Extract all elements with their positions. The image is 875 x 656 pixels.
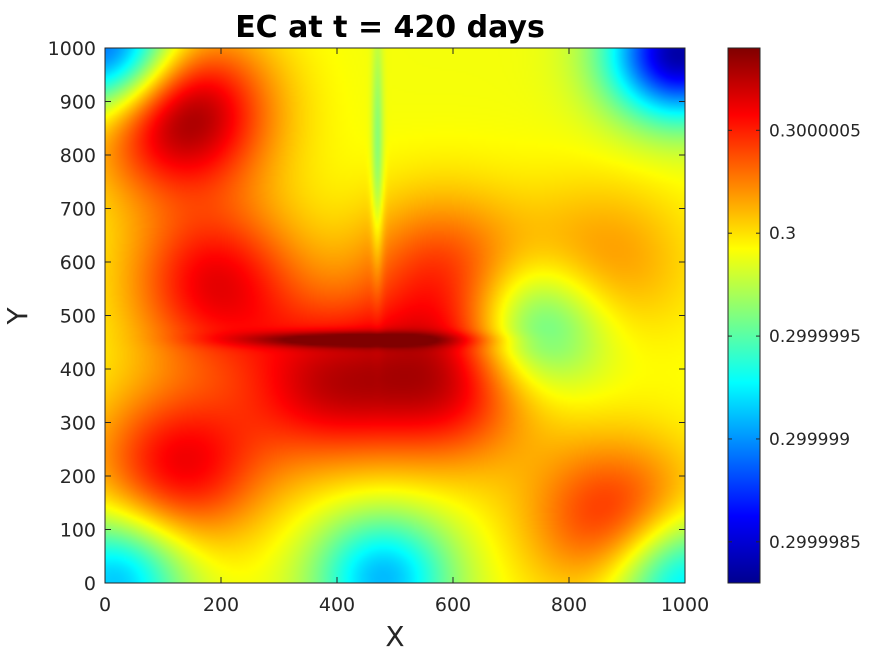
- colorbar-tick-label: 0.3000005: [769, 121, 861, 141]
- y-tick-label: 400: [60, 359, 96, 381]
- colorbar-tick-label: 0.2999985: [769, 533, 861, 553]
- x-tick-label: 1000: [661, 594, 709, 616]
- x-tick-label: 0: [99, 594, 111, 616]
- y-tick-label: 300: [60, 413, 96, 435]
- x-tick-label: 800: [551, 594, 587, 616]
- colorbar-tick-label: 0.299999: [769, 430, 850, 450]
- y-tick-label: 800: [60, 145, 96, 167]
- x-tick-label: 200: [203, 594, 239, 616]
- y-tick-label: 500: [60, 306, 96, 328]
- x-tick-label: 400: [319, 594, 355, 616]
- y-tick-label: 0: [84, 573, 96, 595]
- colorbar: [727, 47, 761, 584]
- colorbar-tick-label: 0.2999995: [769, 327, 861, 347]
- y-tick-label: 200: [60, 466, 96, 488]
- y-tick-label: 100: [60, 520, 96, 542]
- heatmap-surface: [105, 48, 685, 583]
- y-tick-label: 1000: [48, 38, 96, 60]
- y-axis-label: Y: [1, 307, 34, 326]
- x-axis-ticks: 0 200 400 600 800 1000: [99, 48, 709, 616]
- y-axis-ticks: 0 100 200 300 400 500 600 700 800 900 1000: [48, 38, 685, 595]
- colorbar-ticks: 0.2999985 0.299999 0.2999995 0.3 0.3000005: [728, 121, 861, 553]
- x-tick-label: 600: [435, 594, 471, 616]
- y-tick-label: 700: [60, 199, 96, 221]
- chart-title: EC at t = 420 days: [235, 10, 545, 45]
- y-tick-label: 900: [60, 92, 96, 114]
- x-axis-label: X: [385, 620, 404, 653]
- colorbar-tick-label: 0.3: [769, 224, 796, 244]
- y-tick-label: 600: [60, 252, 96, 274]
